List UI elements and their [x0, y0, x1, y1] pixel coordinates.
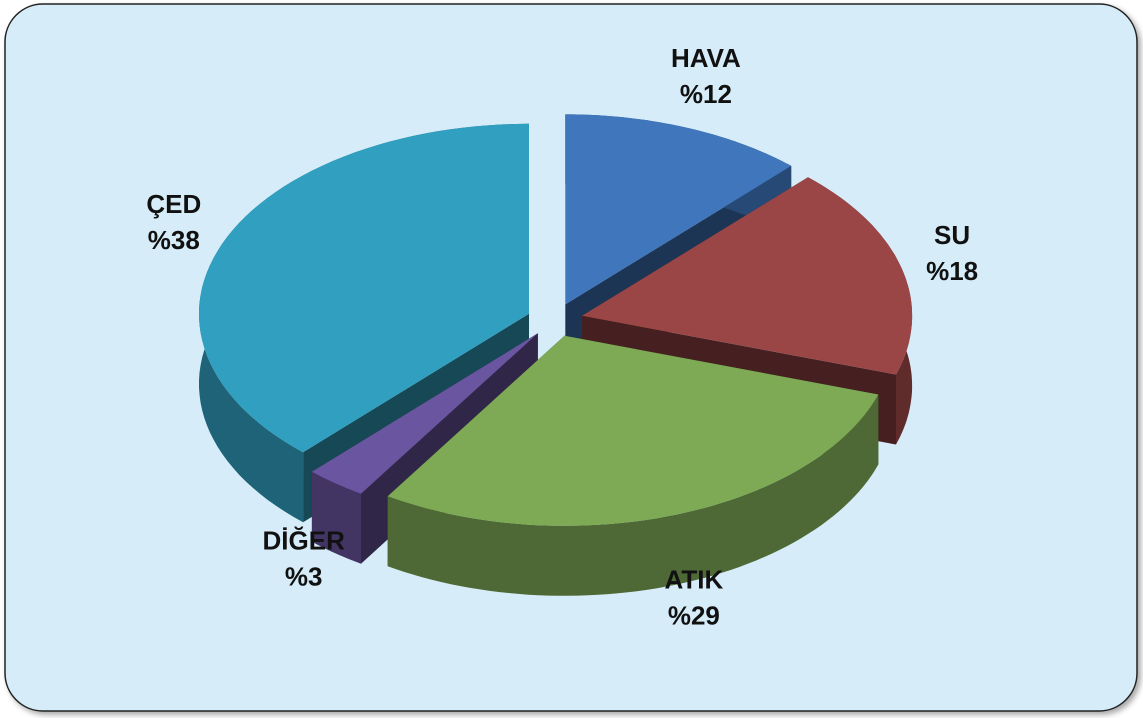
slice-label: HAVA — [671, 43, 741, 73]
slice-value-label: %38 — [148, 225, 200, 255]
slice — [311, 333, 538, 494]
slice-label: DİĞER — [263, 525, 346, 555]
slice-side — [311, 471, 361, 564]
slice-label: ATIK — [665, 565, 724, 595]
slice — [565, 114, 792, 305]
slice-value-label: %18 — [926, 256, 978, 286]
slice — [582, 177, 913, 375]
slice-cut-face — [311, 333, 538, 542]
slice-label: ÇED — [146, 189, 201, 219]
slice — [387, 335, 879, 526]
slice-value-label: %3 — [285, 561, 323, 591]
slice — [199, 123, 529, 453]
slice-side — [387, 394, 879, 596]
slice-value-label: %12 — [680, 79, 732, 109]
slice-label: SU — [934, 220, 970, 250]
slice-value-label: %29 — [668, 601, 720, 631]
